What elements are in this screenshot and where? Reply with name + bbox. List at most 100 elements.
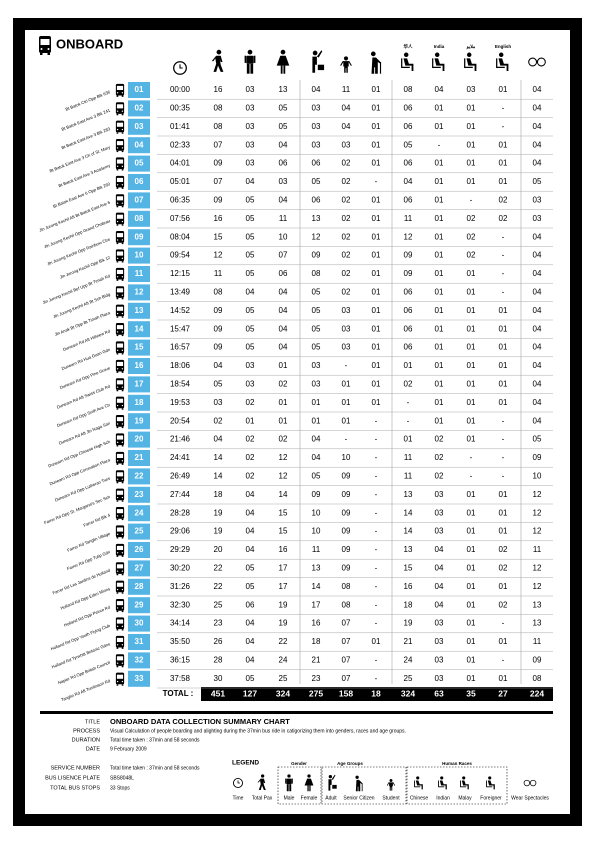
- cell: 09: [404, 251, 413, 260]
- cell: 10: [279, 232, 288, 241]
- cell: 01: [467, 159, 476, 168]
- stop-box: [128, 634, 150, 650]
- icon: [115, 157, 125, 171]
- cell: 04: [279, 343, 288, 352]
- cell: 03: [435, 656, 444, 665]
- cell: -: [502, 416, 505, 425]
- cell: 02: [246, 453, 255, 462]
- stop-number: 07: [135, 196, 144, 205]
- cell: 14:52: [170, 306, 191, 315]
- cell: 11: [342, 85, 351, 94]
- cell: 10: [342, 453, 351, 462]
- cell: 01: [372, 214, 381, 223]
- cell: 07: [279, 251, 288, 260]
- cell: 02: [279, 380, 288, 389]
- stop-box: [128, 431, 150, 448]
- stop-box: [128, 192, 150, 209]
- stop-box: [128, 302, 150, 319]
- cell: 29:06: [170, 527, 191, 536]
- cell: 02:33: [170, 140, 191, 149]
- cell: 01: [467, 361, 476, 370]
- cell: 08: [342, 600, 351, 609]
- cell: 12: [533, 490, 542, 499]
- legend-title: LEGEND: [232, 760, 259, 767]
- cell: 01: [246, 416, 255, 425]
- cell: 04: [533, 104, 542, 113]
- cell: 01: [499, 140, 508, 149]
- cell: 01: [435, 251, 444, 260]
- cell: 13: [533, 600, 542, 609]
- cell: 01: [372, 306, 381, 315]
- icon: [115, 102, 125, 116]
- cell: 01: [499, 343, 508, 352]
- icon: [115, 359, 125, 373]
- cell: 04: [404, 177, 413, 186]
- cell: 35:50: [170, 637, 191, 646]
- icon: [115, 286, 125, 300]
- cell: 17: [279, 582, 288, 591]
- cell: -: [470, 196, 473, 205]
- cell: 01: [372, 398, 381, 407]
- cell: -: [375, 674, 378, 683]
- cell: 06: [404, 159, 413, 168]
- cell: 01: [435, 232, 444, 241]
- cell: -: [407, 416, 410, 425]
- cell: 10: [312, 527, 321, 536]
- cell: 21: [312, 656, 321, 665]
- cell: 04: [214, 435, 223, 444]
- cell: 09: [312, 251, 321, 260]
- cell: 01: [435, 269, 444, 278]
- cell: 07: [214, 177, 223, 186]
- cell: 07: [342, 656, 351, 665]
- cell: 00:35: [170, 104, 191, 113]
- cell: 01: [467, 582, 476, 591]
- legend-group: Gender: [291, 761, 307, 766]
- cell: 12:15: [170, 269, 191, 278]
- cell: -: [502, 232, 505, 241]
- stop-number: 03: [135, 122, 144, 131]
- icon: [115, 83, 125, 97]
- cell: 02: [246, 398, 255, 407]
- stop-box: [128, 321, 150, 338]
- cell: 04: [246, 619, 255, 628]
- cell: 04: [533, 380, 542, 389]
- cell: 16: [404, 582, 413, 591]
- cell: -: [375, 508, 378, 517]
- cell: 18: [404, 600, 413, 609]
- cell: -: [375, 527, 378, 536]
- cell: 09: [214, 159, 223, 168]
- icon: [115, 378, 125, 392]
- cell: -: [375, 177, 378, 186]
- cell: 02: [499, 214, 508, 223]
- cell: 03: [246, 361, 255, 370]
- cell: 04: [533, 306, 542, 315]
- cell: 14: [312, 582, 321, 591]
- cell: 09: [533, 453, 542, 462]
- stop-box: [128, 578, 150, 595]
- cell: 01: [467, 674, 476, 683]
- bus-label: SERVICE NUMBER: [51, 765, 100, 771]
- cell: 13: [312, 214, 321, 223]
- cell: 01: [372, 288, 381, 297]
- cell: 03: [246, 140, 255, 149]
- stop-box: [128, 652, 150, 669]
- cell: 02: [499, 564, 508, 573]
- cell: -: [375, 416, 378, 425]
- cell: 01: [435, 306, 444, 315]
- frame: [13, 18, 582, 826]
- legend-label: Time: [233, 795, 244, 801]
- stop-box: [128, 542, 150, 558]
- cell: 03: [435, 527, 444, 536]
- cell: 04:01: [170, 159, 191, 168]
- stop-box: [128, 155, 150, 172]
- icon: [115, 543, 125, 557]
- cell: 04: [246, 508, 255, 517]
- cell: 04: [533, 159, 542, 168]
- cell: 19: [279, 619, 288, 628]
- stop-number: 22: [135, 472, 144, 481]
- cell: 01: [372, 140, 381, 149]
- icon: [115, 304, 125, 318]
- stop-box: [128, 82, 150, 98]
- cell: 09: [342, 472, 351, 481]
- cell: 04: [246, 490, 255, 499]
